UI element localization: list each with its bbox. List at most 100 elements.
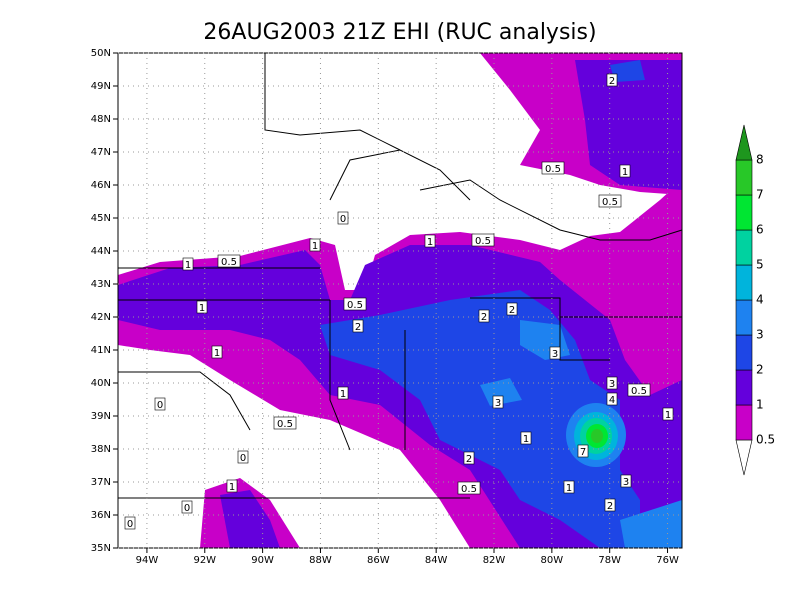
contour-label: 2 [466,454,472,465]
contour-label: 0 [240,453,246,464]
contour-label-box [598,194,622,208]
x-tick-label: 82W [483,555,506,566]
colorbar-under [735,439,753,476]
y-tick-label: 45N [91,213,111,224]
contour-label-box [478,309,490,323]
contour-label: 0.5 [461,484,477,495]
contour-label: 3 [609,379,615,390]
contour-label-box [492,395,504,409]
colorbar-box [735,194,753,231]
x-tick-label: 92W [193,555,216,566]
contour-label: 0 [157,400,163,411]
contour-label-box [463,451,475,465]
contour-label: 0 [127,519,133,530]
boundaries [118,53,683,499]
shaded-field [118,53,682,548]
contour-label: 1 [199,303,205,314]
contour-label: 0.5 [221,257,237,268]
y-tick-label: 46N [91,180,111,191]
contour-label: 1 [312,241,318,252]
map-frame [117,52,683,549]
contour-label: 2 [509,305,515,316]
contour-label: 2 [481,312,487,323]
colorbar-box [735,159,753,196]
x-tick-label: 94W [136,555,159,566]
colorbar-label: 6 [756,223,764,237]
contour-label-box [471,233,495,247]
contour-label: 1 [214,348,220,359]
contour-label-box [506,302,518,316]
y-tick-label: 48N [91,114,111,125]
x-tick-label: 88W [309,555,332,566]
contour-label-box [337,386,349,400]
contour-label: 0.5 [475,236,491,247]
contour-label-box [343,297,367,311]
colorbar-label: 0.5 [756,433,775,447]
colorbar-label: 8 [756,153,764,167]
y-tick-label: 49N [91,81,111,92]
contour-label-box [627,383,651,397]
contour-label: 3 [552,349,558,360]
contour-label-box [309,238,321,252]
contour-label: 0.5 [631,386,647,397]
contour-label-box [211,345,223,359]
x-tick-label: 78W [598,555,621,566]
contour-label: 2 [609,76,615,87]
contour-label: 1 [229,482,235,493]
contour-label: 3 [495,398,501,409]
colorbar-label: 1 [756,398,764,412]
contour-label: 0 [184,503,190,514]
contour-label: 0.5 [347,300,363,311]
colorbar-box [735,229,753,266]
y-tick-label: 36N [91,510,111,521]
contour-label: 7 [580,447,586,458]
y-tick-label: 40N [91,378,111,389]
contour-label: 0.5 [545,164,561,175]
contour-label-box [182,257,194,271]
contour-label: 1 [665,410,671,421]
x-tick-label: 80W [541,555,564,566]
y-tick-label: 37N [91,477,111,488]
colorbar-box [735,299,753,336]
contour-label-box [226,479,238,493]
contour-label-box [620,474,632,488]
x-tick-label: 76W [656,555,679,566]
y-tick-label: 42N [91,312,111,323]
contour-label: 2 [355,322,361,333]
x-tick-label: 86W [367,555,390,566]
y-tick-label: 39N [91,411,111,422]
contour-label-box [196,300,208,314]
colorbar-over [735,124,753,161]
y-tick-label: 35N [91,543,111,554]
contour-label-box [217,254,241,268]
contour-label-box [273,416,297,430]
colorbar-label: 2 [756,363,764,377]
contour-label: 4 [609,395,615,406]
y-tick-label: 44N [91,246,111,257]
contour-label-box [606,392,618,406]
colorbar-box [735,404,753,441]
contour-label: 0 [340,214,346,225]
contour-label: 0.5 [277,419,293,430]
colorbar-label: 3 [756,328,764,342]
contour-label-box [237,450,249,464]
contour-label: 1 [523,434,529,445]
colorbar-label: 4 [756,293,764,307]
contour-label-box [457,481,481,495]
contour-label-box [124,516,136,530]
contour-label-box [352,319,364,333]
contour-label-box [563,480,575,494]
colorbar-label: 7 [756,188,764,202]
colorbar-label: 5 [756,258,764,272]
contour-label-box [662,407,674,421]
y-tick-label: 38N [91,444,111,455]
contour-label: 1 [622,167,628,178]
contour-label: 1 [566,483,572,494]
contour-label-box [181,500,193,514]
contour-label: 2 [607,501,613,512]
contour-label-box [541,161,565,175]
y-tick-label: 50N [91,48,111,59]
contour-label: 0.5 [602,197,618,208]
contour-label-box [154,397,166,411]
